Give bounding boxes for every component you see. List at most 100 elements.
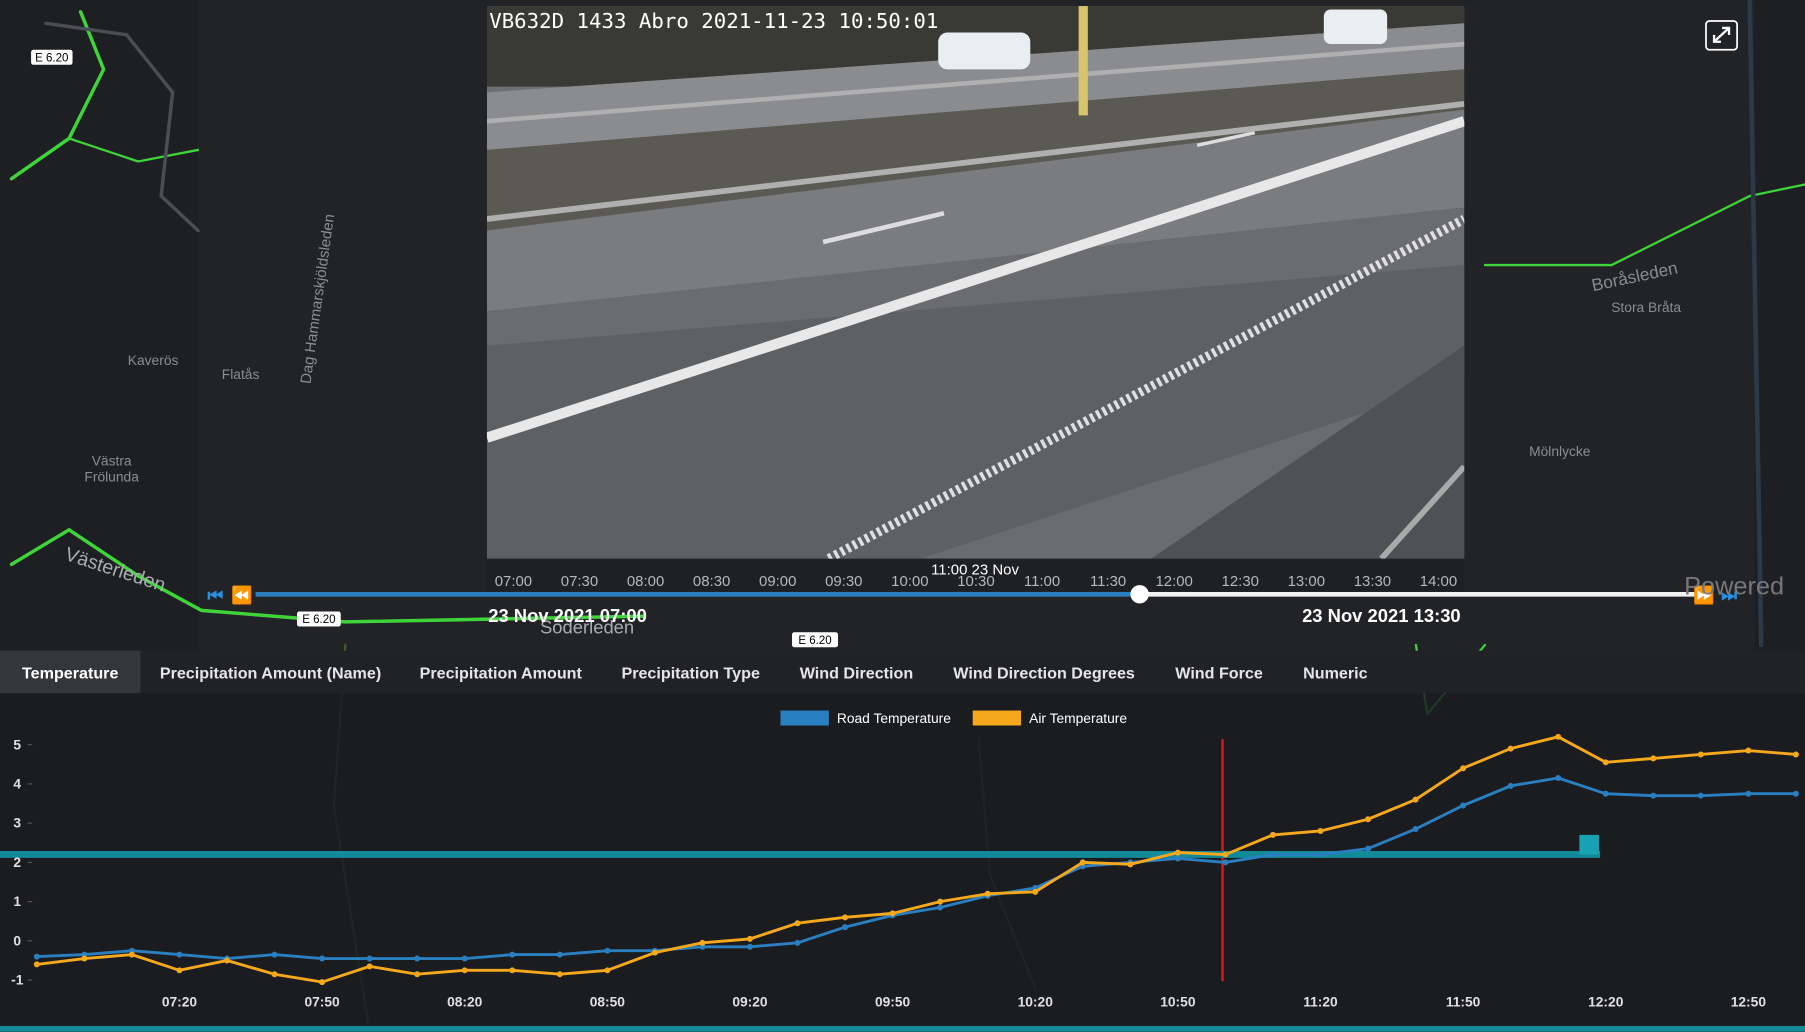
timeline-tick: 07:00: [495, 573, 532, 590]
y-tick-label: 1: [13, 893, 21, 909]
data-point: [1745, 791, 1751, 797]
bottom-bar: [0, 1026, 1805, 1032]
timeline-tick: 09:00: [759, 573, 796, 590]
data-point: [1032, 889, 1038, 895]
data-point: [747, 944, 753, 950]
rewind-button[interactable]: ⏪: [231, 585, 252, 605]
tab[interactable]: Precipitation Amount (Name): [160, 664, 381, 682]
data-point: [1508, 783, 1514, 789]
x-tick-label: 07:50: [304, 993, 340, 1009]
data-point: [272, 952, 278, 958]
camera-image: VB632D 1433 Abro 2021-11-23 10:50:01: [487, 6, 1464, 559]
timeline-tick: 08:30: [693, 573, 730, 590]
camera-overlay: VB632D 1433 Abro 2021-11-23 10:50:01: [489, 9, 938, 33]
data-point: [414, 971, 420, 977]
data-point: [1650, 755, 1656, 761]
data-point: [1127, 861, 1133, 867]
map-label: Mölnlycke: [1529, 443, 1591, 459]
map-label: Flatås: [222, 366, 260, 382]
tab[interactable]: Wind Direction Degrees: [953, 664, 1135, 682]
map-label: Västra: [92, 452, 132, 468]
legend-swatch: [780, 711, 828, 726]
timeline-thumb[interactable]: [1130, 585, 1148, 603]
tab[interactable]: Wind Force: [1175, 664, 1263, 682]
tab[interactable]: Temperature: [22, 664, 118, 682]
data-point: [1365, 816, 1371, 822]
data-point: [319, 979, 325, 985]
timeline-tick: 12:30: [1222, 573, 1259, 590]
data-point: [985, 891, 991, 897]
data-point: [937, 899, 943, 905]
data-point: [414, 956, 420, 962]
data-point: [747, 936, 753, 942]
timeline-tick: 10:30: [957, 573, 994, 590]
skip-start-button[interactable]: ⏮: [207, 585, 223, 605]
data-point: [367, 956, 373, 962]
data-point: [842, 914, 848, 920]
data-point: [509, 952, 515, 958]
tab[interactable]: Wind Direction: [800, 664, 914, 682]
data-point: [937, 905, 943, 911]
data-point: [1270, 852, 1276, 858]
data-point: [462, 956, 468, 962]
data-point: [1650, 793, 1656, 799]
x-tick-label: 11:50: [1446, 993, 1481, 1009]
map-label: Kaverös: [128, 352, 179, 368]
tab[interactable]: Precipitation Type: [621, 664, 759, 682]
data-point: [1745, 748, 1751, 754]
tab[interactable]: Numeric: [1303, 664, 1368, 682]
threshold-button[interactable]: [1579, 835, 1599, 855]
y-tick-label: 5: [13, 736, 21, 752]
data-point: [1222, 859, 1228, 865]
data-point: [129, 952, 135, 958]
data-point: [699, 940, 705, 946]
powered-badge: Powered: [1684, 572, 1784, 600]
timeline-tick: 09:30: [825, 573, 862, 590]
data-point: [557, 952, 563, 958]
x-tick-label: 11:20: [1303, 993, 1338, 1009]
timeline-tick: 11:30: [1090, 573, 1126, 590]
data-point: [1508, 746, 1514, 752]
data-point: [367, 963, 373, 969]
timeline-tick: 07:30: [561, 573, 598, 590]
data-point: [604, 948, 610, 954]
data-point: [1270, 832, 1276, 838]
data-point: [1365, 846, 1371, 852]
timeline-start: 23 Nov 2021 07:00: [488, 605, 647, 626]
data-point: [1317, 828, 1323, 834]
timeline-tick: 13:30: [1354, 573, 1391, 590]
data-point: [176, 952, 182, 958]
legend-label: Air Temperature: [1029, 710, 1127, 726]
app-screen: Kaverös Västra Frölunda Västerleden Söde…: [0, 0, 1805, 1032]
tab[interactable]: Precipitation Amount: [420, 664, 583, 682]
x-tick-label: 10:20: [1018, 993, 1054, 1009]
x-tick-label: 08:50: [590, 993, 626, 1009]
road-badge: E 6.20: [302, 614, 335, 626]
timeline-tick: 10:00: [891, 573, 928, 590]
timeline-end: 23 Nov 2021 13:30: [1302, 605, 1461, 626]
data-point: [1080, 859, 1086, 865]
data-point: [81, 956, 87, 962]
data-point: [176, 967, 182, 973]
data-point: [1317, 852, 1323, 858]
y-tick-label: 3: [13, 815, 21, 831]
data-point: [224, 958, 230, 964]
data-point: [1460, 765, 1466, 771]
data-point: [462, 967, 468, 973]
timeline-tick: 11:00: [1024, 573, 1060, 590]
data-point: [795, 920, 801, 926]
map-label: Frölunda: [84, 468, 139, 484]
map-label: Stora Bråta: [1611, 299, 1681, 315]
data-point: [272, 971, 278, 977]
data-point: [34, 954, 40, 960]
timeline-tick: 14:00: [1420, 573, 1457, 590]
data-point: [557, 971, 563, 977]
data-point: [842, 924, 848, 930]
legend-swatch: [973, 711, 1021, 726]
x-tick-label: 10:50: [1160, 993, 1196, 1009]
data-point: [795, 940, 801, 946]
data-point: [1603, 791, 1609, 797]
timeline-tick: 13:00: [1288, 573, 1325, 590]
data-point: [1555, 734, 1561, 740]
data-point: [1175, 850, 1181, 856]
